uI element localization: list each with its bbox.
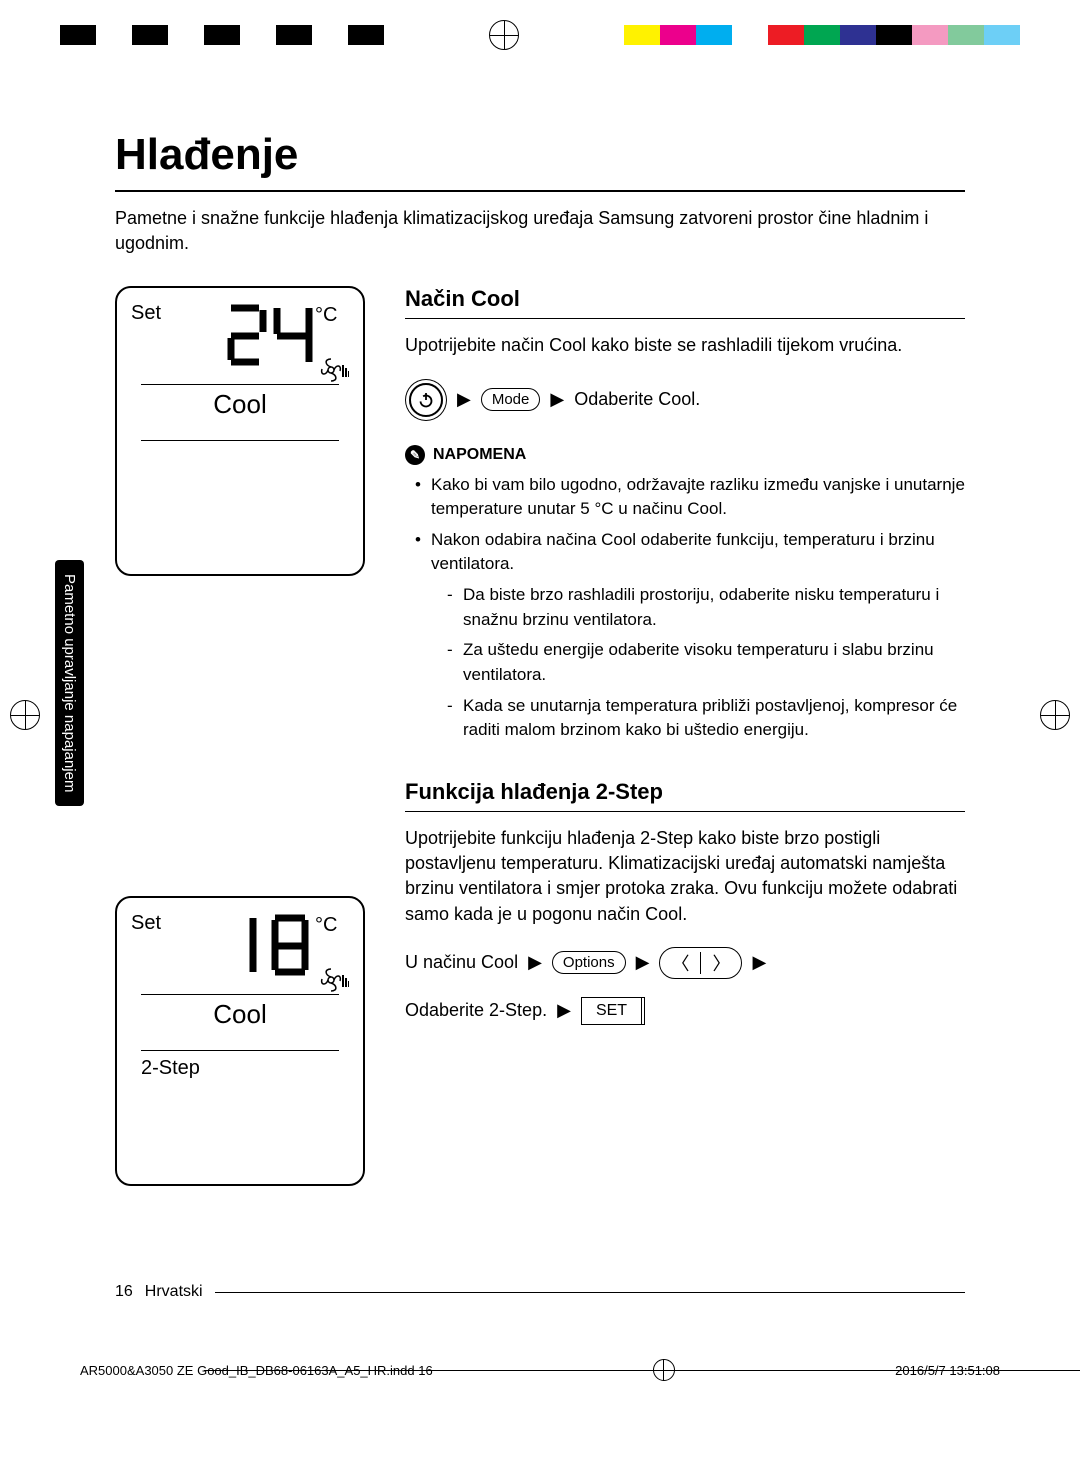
options-button: Options	[552, 951, 626, 974]
registration-mark-left	[10, 700, 40, 730]
note-item-text: Nakon odabira načina Cool odaberite funk…	[431, 530, 935, 574]
footer-rule	[215, 1292, 965, 1293]
select-text: Odaberite 2-Step.	[405, 1000, 547, 1021]
remote-unit: °C	[315, 914, 337, 936]
page-language: Hrvatski	[145, 1283, 203, 1301]
left-right-button: 〈 〉	[659, 947, 742, 979]
remote-temp-value	[225, 302, 315, 378]
remote-display-1: Set	[115, 286, 365, 576]
remote-mode-label: Cool	[141, 994, 339, 1030]
section-heading: Funkcija hlađenja 2-Step	[405, 779, 965, 812]
columns: Set	[115, 286, 965, 1226]
page-content: Hlađenje Pametne i snažne funkcije hlađe…	[115, 130, 965, 1226]
page-title: Hlađenje	[115, 130, 965, 180]
remote-func-label: 2-Step	[131, 1051, 349, 1080]
remote-temp-value	[225, 912, 315, 988]
registration-mark-right	[1040, 700, 1070, 730]
print-marks-top	[0, 20, 1080, 50]
registration-mark-top	[489, 20, 519, 50]
section-cool: Način Cool Upotrijebite način Cool kako …	[405, 286, 965, 743]
remote-set-label: Set	[131, 302, 161, 325]
remote-mode-label: Cool	[141, 384, 339, 420]
title-rule	[115, 190, 965, 192]
remote-unit: °C	[315, 304, 337, 326]
arrow-icon: ▶	[752, 952, 766, 973]
remote-set-label: Set	[131, 912, 161, 935]
arrow-icon: ▶	[528, 952, 542, 973]
note-heading: ✎ NAPOMENA	[405, 445, 965, 465]
intro-text: Pametne i snažne funkcije hlađenja klima…	[115, 206, 965, 256]
power-icon	[409, 383, 443, 417]
button-sequence: ▶ Mode ▶ Odaberite Cool.	[405, 379, 965, 421]
note-subitem: Za uštedu energije odaberite visoku temp…	[447, 638, 965, 687]
button-sequence-row2: Odaberite 2-Step. ▶ SET	[405, 997, 965, 1025]
arrow-icon: ▶	[550, 389, 564, 410]
in-mode-text: U načinu Cool	[405, 952, 518, 973]
note-item: Kako bi vam bilo ugodno, održavajte razl…	[415, 473, 965, 522]
arrow-icon: ▶	[457, 389, 471, 410]
chevron-right-icon: 〉	[707, 950, 735, 976]
arrow-icon: ▶	[636, 952, 650, 973]
chevron-left-icon: 〈	[666, 950, 694, 976]
section-heading: Način Cool	[405, 286, 965, 319]
action-text: Odaberite Cool.	[574, 389, 700, 410]
remote-display-2: Set	[115, 896, 365, 1186]
registration-mark-bottom	[653, 1359, 675, 1381]
fan-icon	[319, 355, 349, 392]
page-footer: 16 Hrvatski	[115, 1283, 965, 1301]
section-body: Upotrijebite način Cool kako biste se ra…	[405, 333, 965, 358]
note-subitem: Da biste brzo rashladili prostoriju, oda…	[447, 583, 965, 632]
fan-icon	[319, 965, 349, 1002]
section-body: Upotrijebite funkciju hlađenja 2-Step ka…	[405, 826, 965, 927]
note-sublist: Da biste brzo rashladili prostoriju, oda…	[431, 583, 965, 743]
color-bars-left	[60, 25, 384, 45]
note-list: Kako bi vam bilo ugodno, održavajte razl…	[405, 473, 965, 743]
section-2step: Funkcija hlađenja 2-Step Upotrijebite fu…	[405, 779, 965, 1025]
right-column: Način Cool Upotrijebite način Cool kako …	[405, 286, 965, 1226]
set-button: SET	[581, 997, 642, 1025]
note-icon: ✎	[405, 445, 425, 465]
print-slug: AR5000&A3050 ZE Good_IB_DB68-06163A_A5_H…	[80, 1359, 1000, 1381]
note-subitem: Kada se unutarnja temperatura približi p…	[447, 694, 965, 743]
color-bars-right	[624, 25, 1020, 45]
note-item: Nakon odabira načina Cool odaberite funk…	[415, 528, 965, 743]
note-label: NAPOMENA	[433, 446, 526, 464]
button-sequence-row1: U načinu Cool ▶ Options ▶ 〈 〉 ▶	[405, 947, 965, 979]
mode-button: Mode	[481, 388, 541, 411]
arrow-icon: ▶	[557, 1000, 571, 1021]
left-column: Set	[115, 286, 365, 1226]
page-number: 16	[115, 1283, 133, 1301]
side-tab: Pametno upravljanje napajanjem	[55, 560, 84, 806]
